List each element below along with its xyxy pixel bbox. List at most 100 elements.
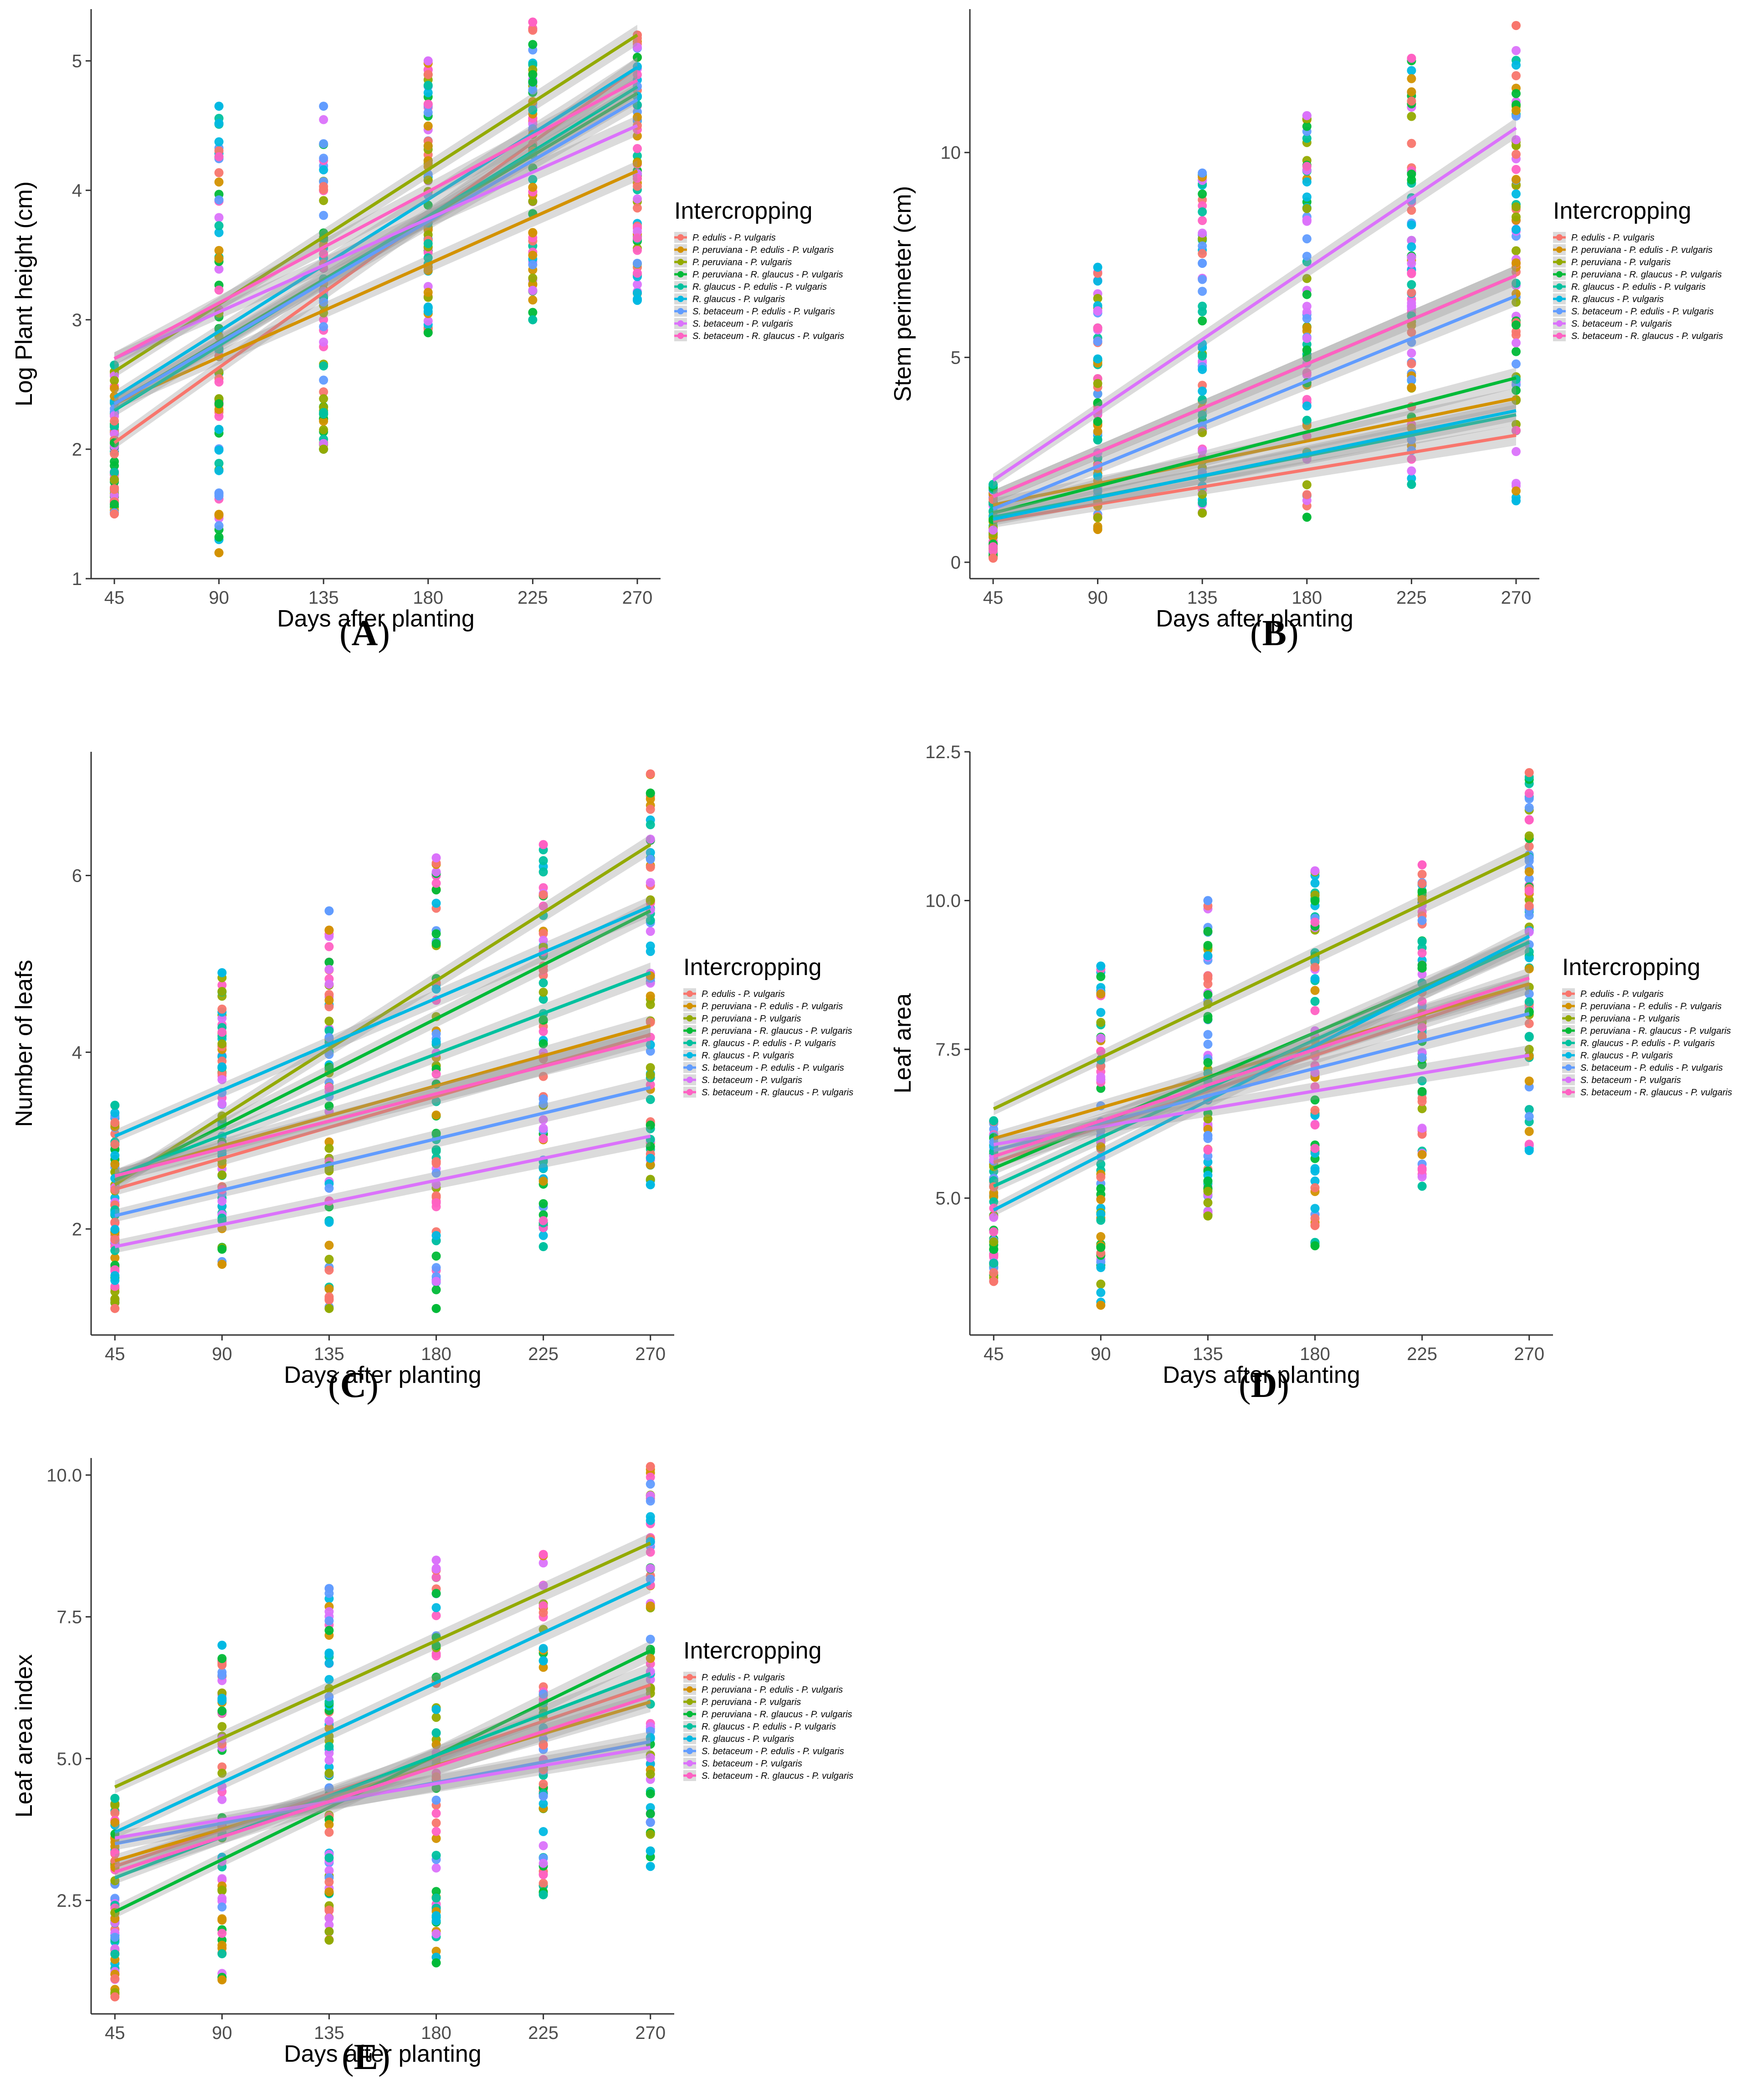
panel-b: 0 5 10 45 90 135 180 225 270 Days after planting S… xyxy=(879,0,1758,665)
data-point xyxy=(1407,87,1416,97)
data-point xyxy=(1417,1060,1427,1069)
legend-label: R. glaucus - P. edulis - P. vulgaris xyxy=(702,1722,836,1732)
data-point xyxy=(214,177,224,187)
data-point xyxy=(1302,353,1312,362)
data-point xyxy=(528,85,538,95)
legend-label: R. glaucus - P. vulgaris xyxy=(692,294,785,304)
confidence-band xyxy=(115,1640,651,1918)
data-point xyxy=(1407,205,1416,215)
data-point xyxy=(1198,351,1207,361)
data-point xyxy=(1417,1124,1427,1133)
data-point xyxy=(646,1017,655,1027)
data-point xyxy=(538,987,548,997)
legend-key-point xyxy=(1556,296,1563,302)
data-point xyxy=(632,131,642,141)
data-point xyxy=(1407,139,1416,148)
y-tick-label: 5.0 xyxy=(56,1749,82,1769)
data-point xyxy=(423,288,433,297)
confidence-band xyxy=(115,1077,651,1222)
data-point xyxy=(324,925,334,935)
x-axis-title: Days after planting xyxy=(284,2041,482,2067)
legend-key-point xyxy=(687,991,693,997)
x-axis-title: Days after planting xyxy=(1163,1362,1360,1388)
panel-label-c: (C) xyxy=(328,1365,379,1405)
legend-label: S. betaceum - P. edulis - P. vulgaris xyxy=(1571,307,1714,317)
x-tick-label: 225 xyxy=(528,1344,559,1364)
data-point xyxy=(217,1660,227,1670)
data-point xyxy=(1096,1017,1106,1027)
legend-key-point xyxy=(687,1723,693,1730)
data-point xyxy=(431,1783,441,1793)
data-point xyxy=(110,1304,120,1313)
data-point xyxy=(217,1149,227,1158)
data-point xyxy=(324,1649,334,1658)
data-point xyxy=(1198,386,1207,396)
data-point xyxy=(1511,71,1521,81)
data-point xyxy=(423,253,433,262)
data-point xyxy=(431,1191,441,1201)
data-point xyxy=(214,228,224,237)
data-point xyxy=(423,307,433,316)
data-point xyxy=(217,1762,227,1771)
data-point xyxy=(324,1692,334,1701)
confidence-band xyxy=(994,1003,1529,1157)
data-point xyxy=(538,1027,548,1036)
data-point xyxy=(431,1037,441,1047)
data-point xyxy=(324,1820,334,1829)
data-point xyxy=(1524,1127,1534,1136)
legend-key-point xyxy=(1556,333,1563,339)
data-point xyxy=(1524,831,1534,841)
data-point xyxy=(217,968,227,977)
data-point xyxy=(217,1654,227,1664)
data-point xyxy=(646,1000,655,1009)
legend-key-point xyxy=(677,308,684,314)
x-tick-label: 180 xyxy=(421,2023,451,2043)
confidence-band xyxy=(115,1572,651,1839)
fit-line xyxy=(114,1694,651,1874)
data-point xyxy=(214,521,224,530)
x-tick-label: 45 xyxy=(105,2023,125,2043)
data-point xyxy=(319,416,328,426)
data-point xyxy=(528,315,538,324)
x-tick-label: 225 xyxy=(518,588,548,608)
data-point xyxy=(1096,989,1106,999)
data-point xyxy=(632,203,642,213)
y-axis-title: Log Plant height (cm) xyxy=(11,181,37,406)
data-point xyxy=(1310,1120,1320,1130)
legend-key-point xyxy=(677,333,684,339)
fit-line xyxy=(113,33,638,373)
data-point xyxy=(1096,1033,1106,1043)
confidence-band xyxy=(115,1126,651,1253)
data-point xyxy=(324,1905,334,1915)
data-point xyxy=(1198,446,1207,456)
data-point xyxy=(1310,1105,1320,1115)
data-point xyxy=(1310,1214,1320,1223)
data-point xyxy=(1511,212,1521,222)
data-point xyxy=(646,805,655,814)
data-point xyxy=(538,1216,548,1226)
fit-line xyxy=(113,79,638,360)
data-point xyxy=(538,1072,548,1081)
data-point xyxy=(110,1160,120,1169)
data-point xyxy=(217,1894,227,1903)
data-point xyxy=(538,978,548,988)
data-point xyxy=(1302,490,1312,499)
data-point xyxy=(646,863,655,872)
fit-line xyxy=(992,126,1517,482)
legend-label: S. betaceum - R. glaucus - P. vulgaris xyxy=(702,1088,853,1098)
y-axis-title: Stem perimeter (cm) xyxy=(890,186,916,402)
data-point xyxy=(1511,225,1521,234)
data-point xyxy=(214,411,224,421)
fit-line xyxy=(993,433,1517,523)
data-point xyxy=(1310,866,1320,876)
y-axis-title: Number of leafs xyxy=(11,960,37,1127)
data-point xyxy=(1302,252,1312,261)
data-point xyxy=(217,1213,227,1223)
legend-key-point xyxy=(687,1760,693,1766)
y-tick-label: 10.0 xyxy=(925,891,961,911)
confidence-band xyxy=(115,1024,651,1196)
fit-line xyxy=(113,169,638,406)
data-point xyxy=(324,1144,334,1153)
data-point xyxy=(1198,395,1207,405)
x-tick-label: 180 xyxy=(1292,588,1322,608)
